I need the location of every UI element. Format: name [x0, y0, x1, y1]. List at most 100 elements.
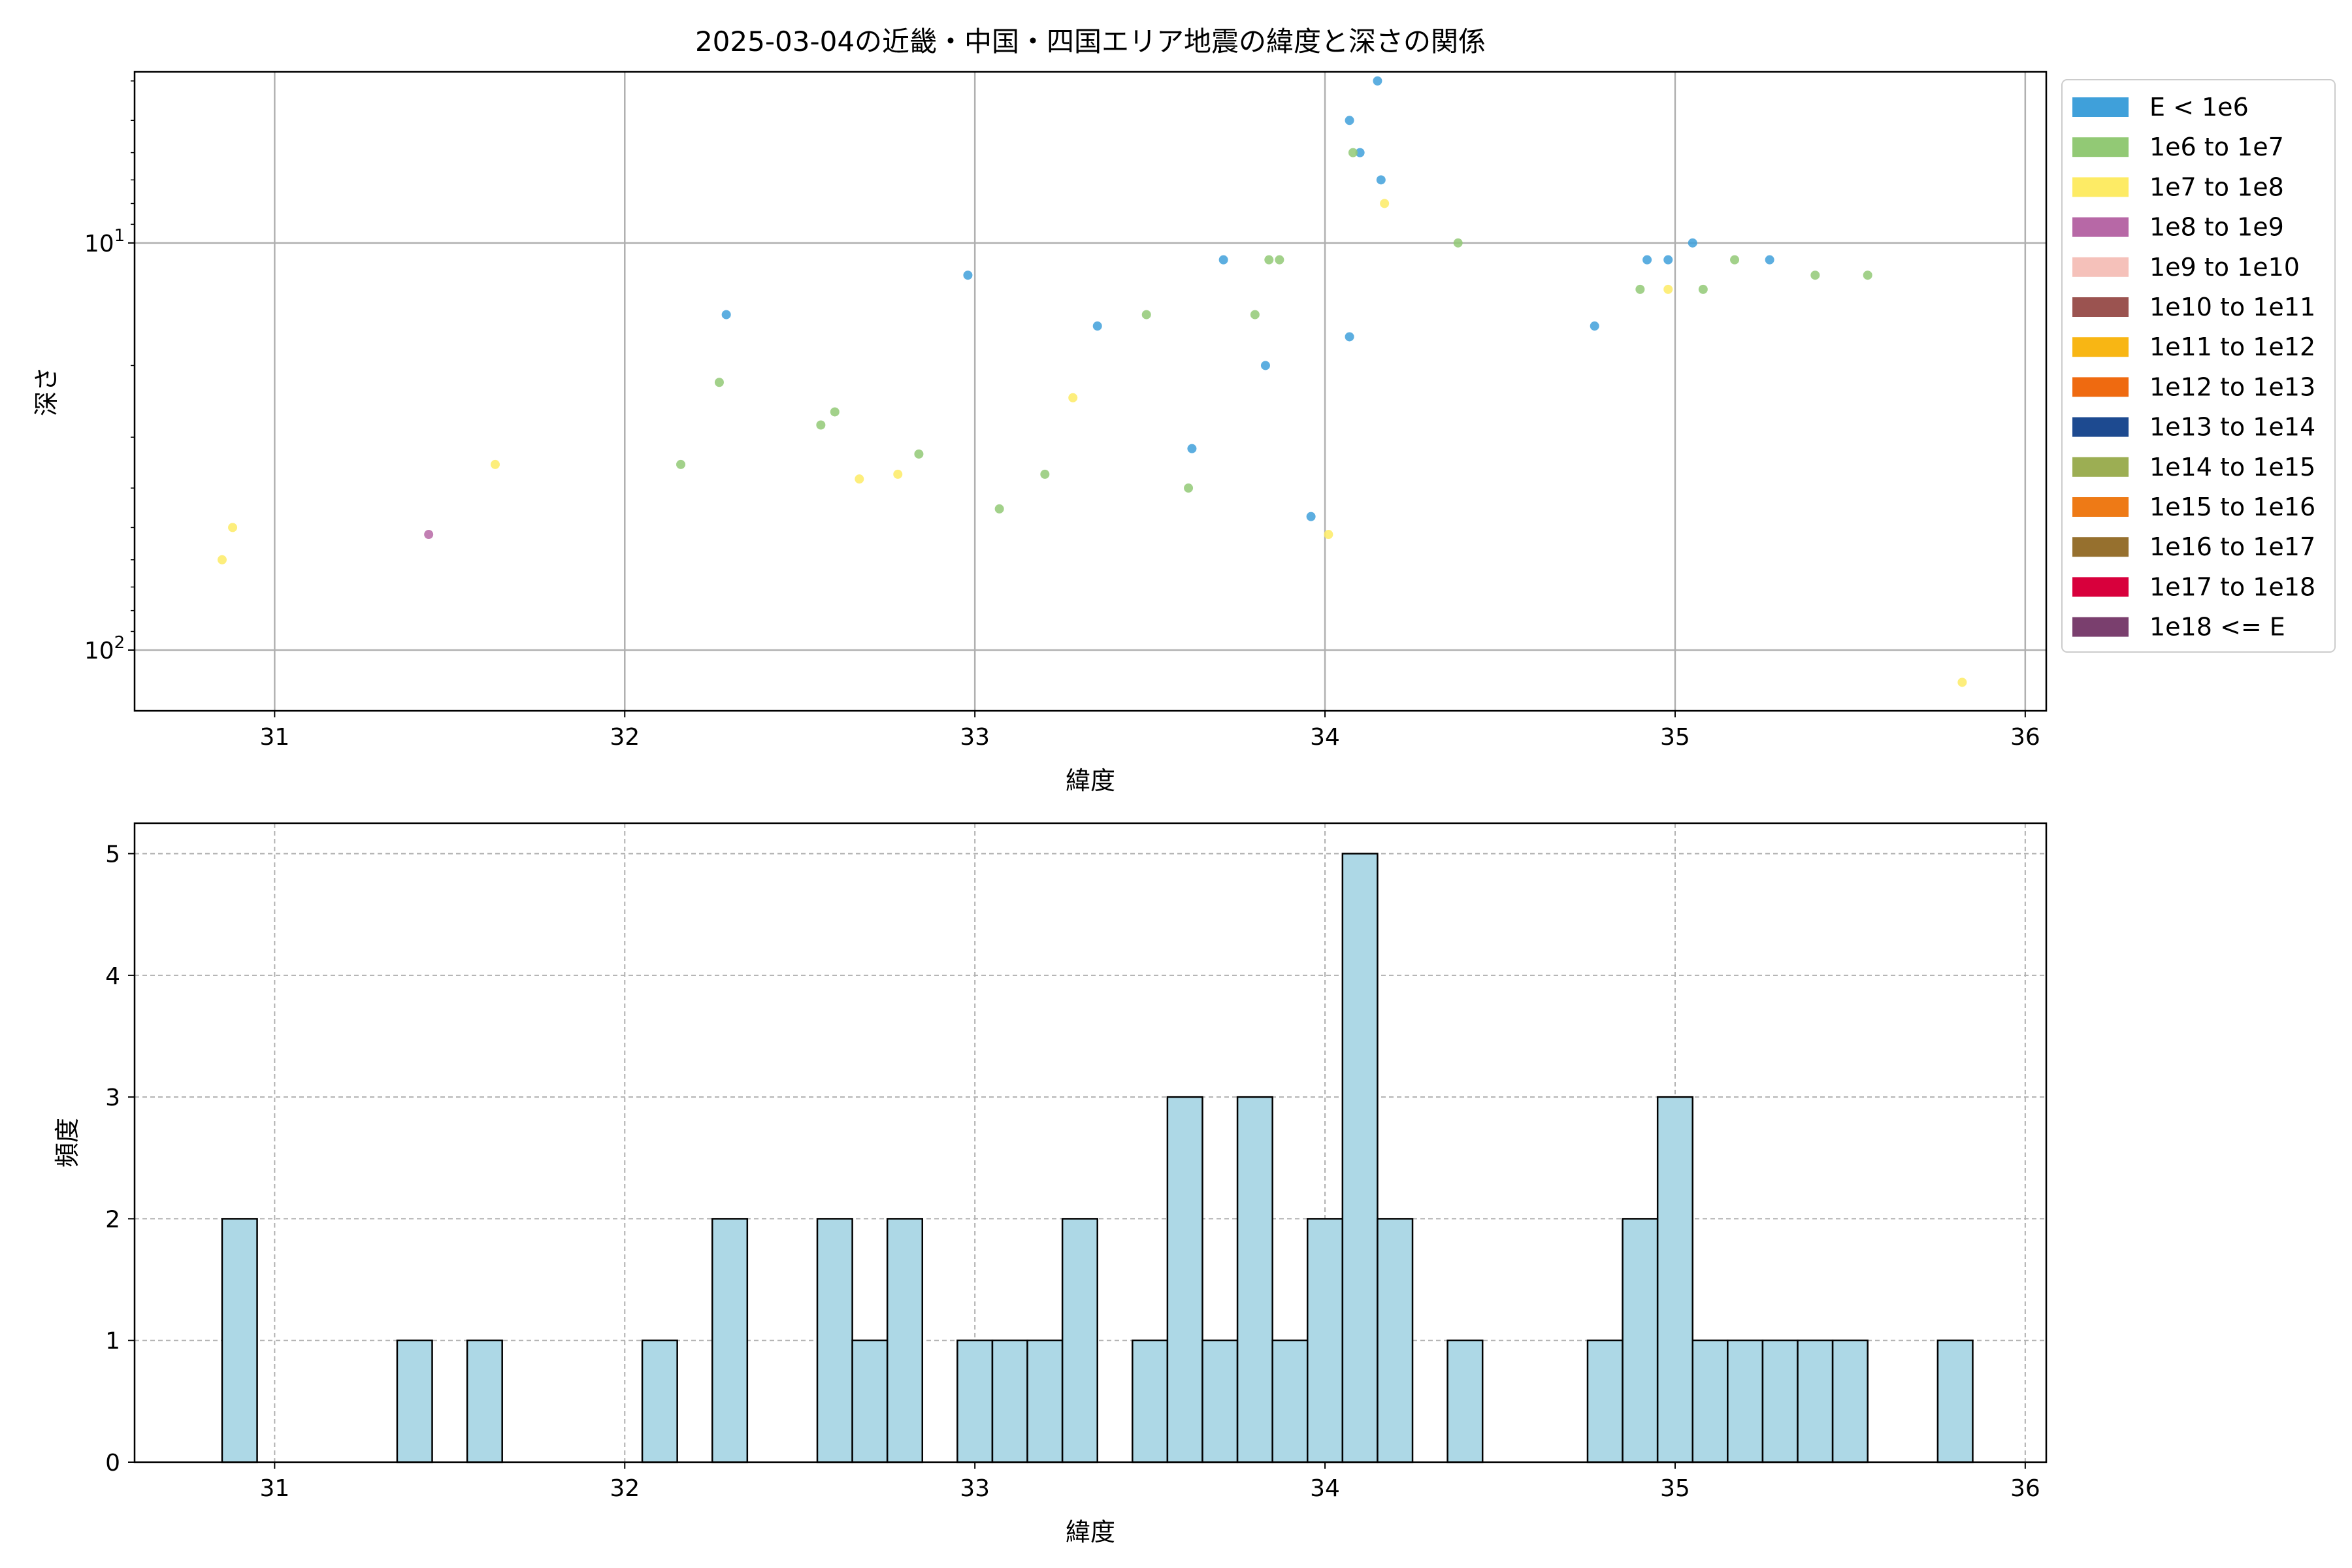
histogram-bar — [221, 1218, 258, 1463]
histogram-y-tick-label: 0 — [105, 1450, 120, 1477]
histogram-x-ticks: 31 32 33 34 35 36 — [259, 1462, 2040, 1502]
scatter-point — [1324, 530, 1333, 540]
histogram-bar — [1341, 853, 1379, 1463]
scatter-point — [1810, 270, 1820, 280]
scatter-point — [1345, 332, 1354, 342]
histogram-bar — [851, 1339, 889, 1463]
scatter-point — [1141, 310, 1151, 319]
histogram-bar — [886, 1218, 924, 1463]
scatter-point — [1376, 175, 1386, 185]
legend-label: 1e10 to 1e11 — [2149, 293, 2315, 321]
scatter-point — [1264, 255, 1274, 265]
histogram-y-tick-label: 4 — [105, 963, 120, 990]
histogram-bar — [1061, 1218, 1098, 1463]
histogram-axes-frame — [133, 822, 2048, 1463]
scatter-y-axis-label: 深さ — [32, 367, 61, 416]
histogram-bar — [1727, 1339, 1764, 1463]
histogram-bar — [1201, 1339, 1239, 1463]
histogram-bar — [1797, 1339, 1834, 1463]
histogram-bar — [1761, 1339, 1799, 1463]
scatter-x-tick-label: 32 — [610, 724, 640, 751]
scatter-point — [1348, 148, 1358, 157]
legend-label: 1e13 to 1e14 — [2149, 413, 2315, 442]
legend-swatch — [2072, 497, 2129, 517]
histogram-x-tick-label: 33 — [960, 1475, 990, 1502]
scatter-point — [721, 310, 731, 319]
scatter-legend: E < 1e6 1e6 to 1e7 1e7 to 1e8 1e8 to 1e9 1e9… — [2061, 79, 2336, 653]
histogram-bar — [1271, 1339, 1309, 1463]
scatter-point — [1355, 148, 1365, 157]
legend-swatch — [2072, 417, 2129, 437]
histogram-x-axis-label: 緯度 — [1066, 1518, 1115, 1546]
histogram-y-tick-label: 3 — [105, 1085, 120, 1111]
scatter-point — [1957, 678, 1967, 687]
legend-swatch — [2072, 537, 2129, 557]
histogram-bars — [221, 853, 1974, 1463]
scatter-point — [830, 407, 840, 417]
legend-label: 1e11 to 1e12 — [2149, 333, 2315, 361]
scatter-point — [1187, 444, 1197, 453]
histogram-bar — [1586, 1339, 1624, 1463]
scatter-y-ticks: 101 102 — [84, 80, 135, 664]
legend-swatch — [2072, 97, 2129, 117]
legend-label: 1e6 to 1e7 — [2149, 133, 2284, 161]
histogram-x-tick-label: 35 — [1660, 1475, 1690, 1502]
legend-swatch — [2072, 177, 2129, 197]
histogram-bar — [711, 1218, 749, 1463]
legend-swatch — [2072, 577, 2129, 597]
histogram-bar — [1132, 1339, 1169, 1463]
scatter-point — [1250, 310, 1260, 319]
legend-label: E < 1e6 — [2149, 93, 2249, 122]
histogram-bar — [816, 1218, 853, 1463]
histogram-bar — [1622, 1218, 1659, 1463]
legend-swatch — [2072, 297, 2129, 317]
scatter-point — [1260, 361, 1270, 370]
legend-label: 1e18 <= E — [2149, 613, 2285, 642]
scatter-point — [914, 449, 924, 459]
scatter-title: 2025-03-04の近畿・中国・四国エリア地震の緯度と深さの関係 — [695, 25, 1486, 57]
histogram-x-tick-label: 34 — [1310, 1475, 1340, 1502]
scatter-y-tick-label: 102 — [84, 633, 125, 664]
scatter-point — [424, 530, 434, 540]
scatter-x-tick-label: 33 — [960, 724, 990, 751]
scatter-point — [490, 459, 500, 469]
scatter-point — [1092, 321, 1102, 331]
histogram-bar — [396, 1339, 433, 1463]
legend-label: 1e12 to 1e13 — [2149, 372, 2315, 401]
scatter-point — [1380, 199, 1390, 208]
histogram-y-tick-label: 5 — [105, 841, 120, 868]
scatter-point — [1040, 469, 1050, 479]
histogram-bar — [641, 1339, 678, 1463]
scatter-x-ticks: 31 32 33 34 35 36 — [259, 711, 2040, 751]
scatter-point — [1068, 393, 1078, 402]
histogram-bar — [1446, 1339, 1484, 1463]
scatter-chart: 2025-03-04の近畿・中国・四国エリア地震の緯度と深さの関係 31 32 33… — [32, 25, 2336, 795]
histogram-bar — [1236, 1096, 1273, 1463]
scatter-point — [1688, 238, 1697, 248]
legend-label: 1e17 to 1e18 — [2149, 572, 2315, 601]
scatter-x-tick-label: 34 — [1310, 724, 1340, 751]
scatter-point — [855, 474, 864, 484]
scatter-x-tick-label: 36 — [2010, 724, 2040, 751]
histogram-x-tick-label: 31 — [259, 1475, 289, 1502]
legend-label: 1e7 to 1e8 — [2149, 172, 2284, 201]
scatter-point — [1698, 284, 1708, 294]
legend-label: 1e14 to 1e15 — [2149, 453, 2315, 482]
histogram-x-tick-label: 36 — [2010, 1475, 2040, 1502]
legend-frame — [2061, 79, 2336, 653]
scatter-point — [1373, 76, 1382, 86]
histogram-bar — [1936, 1339, 1974, 1463]
histogram-bar — [1691, 1339, 1729, 1463]
scatter-point — [1663, 284, 1673, 294]
histogram-bar — [991, 1339, 1028, 1463]
scatter-point — [1730, 255, 1740, 265]
histogram-y-ticks: 0 1 2 3 4 5 — [105, 841, 135, 1477]
scatter-point — [893, 469, 903, 479]
legend-label: 1e15 to 1e16 — [2149, 493, 2315, 521]
legend-swatch — [2072, 457, 2129, 477]
scatter-x-tick-label: 31 — [259, 724, 289, 751]
legend-label: 1e9 to 1e10 — [2149, 253, 2300, 282]
histogram-bar — [1166, 1096, 1203, 1463]
